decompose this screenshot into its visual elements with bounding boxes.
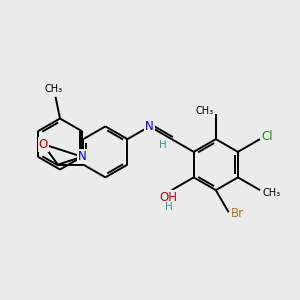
Text: N: N xyxy=(78,150,87,163)
Text: Cl: Cl xyxy=(262,130,273,142)
Text: CH₃: CH₃ xyxy=(262,188,280,197)
Text: N: N xyxy=(145,120,154,133)
Text: CH₃: CH₃ xyxy=(195,106,214,116)
Text: H: H xyxy=(159,140,167,149)
Text: Br: Br xyxy=(231,207,244,220)
Text: CH₃: CH₃ xyxy=(45,84,63,94)
Text: OH: OH xyxy=(160,191,178,204)
Text: H: H xyxy=(165,202,172,212)
Text: O: O xyxy=(39,138,48,151)
